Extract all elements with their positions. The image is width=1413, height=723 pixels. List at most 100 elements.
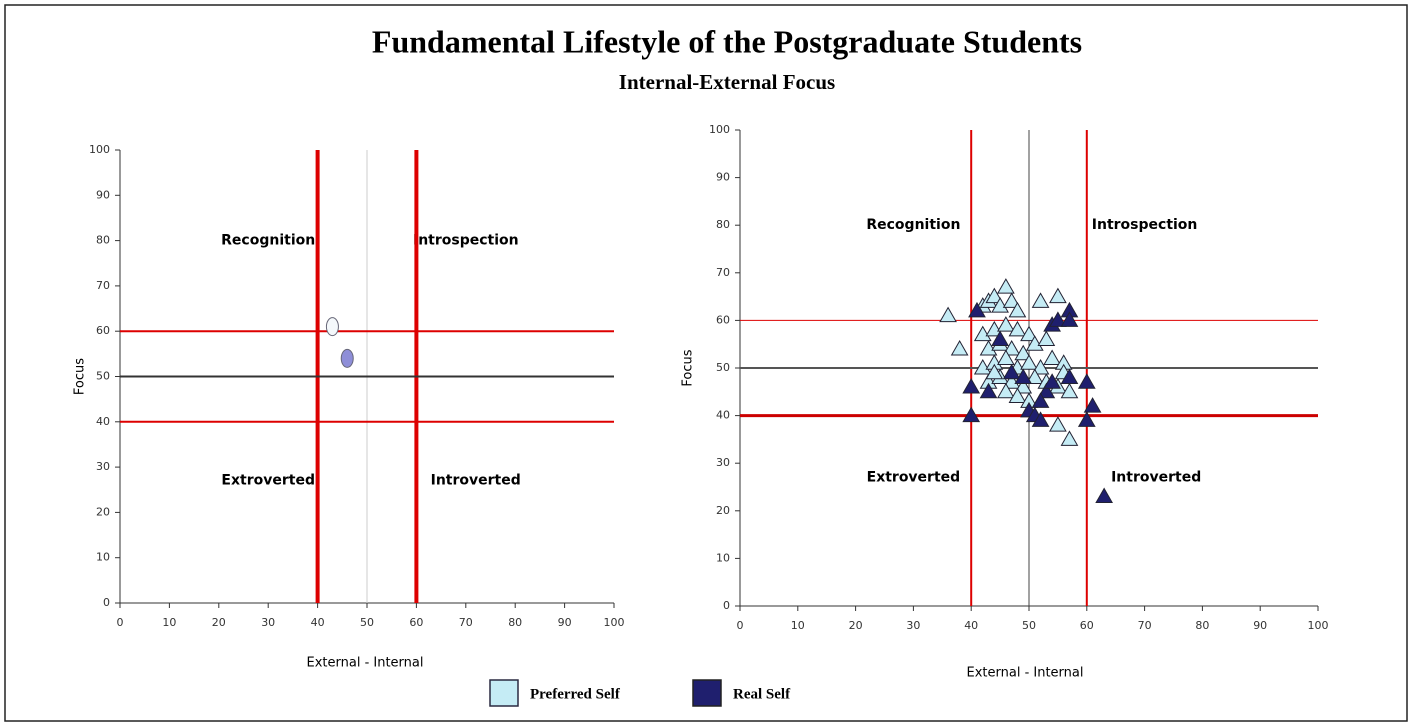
point [991, 297, 1009, 313]
point [1008, 301, 1027, 318]
subtitle: Internal-External Focus [619, 70, 835, 94]
point [997, 278, 1015, 294]
x-tick-label: 70 [1138, 619, 1152, 632]
point [997, 382, 1015, 399]
quadrant-label: Extroverted [221, 473, 315, 489]
legend-swatch [692, 679, 722, 707]
y-tick-label: 20 [716, 504, 730, 517]
quadrant-label: Extroverted [867, 469, 961, 485]
point [1002, 292, 1021, 308]
point [973, 358, 992, 375]
x-tick-label: 40 [311, 616, 325, 629]
y-tick-label: 10 [96, 551, 110, 564]
point [968, 301, 986, 318]
y-tick-label: 100 [89, 143, 110, 156]
x-tick-label: 10 [162, 616, 176, 629]
quadrant-label: Introspection [413, 233, 519, 249]
point [1060, 382, 1079, 399]
point [1008, 387, 1027, 404]
point [1031, 292, 1050, 308]
y-tick-label: 90 [96, 188, 110, 201]
x-tick-label: 40 [964, 619, 978, 632]
y-tick-label: 40 [716, 409, 730, 422]
y-tick-label: 70 [96, 279, 110, 292]
x-tick-label: 30 [261, 616, 275, 629]
point [1037, 382, 1056, 399]
point [1020, 354, 1038, 370]
point [1014, 368, 1033, 385]
point [997, 316, 1015, 332]
x-tick-label: 100 [604, 616, 625, 629]
point [1002, 363, 1021, 380]
y-tick-label: 30 [716, 456, 730, 469]
quadrant-label: Introverted [431, 473, 521, 489]
y-axis-label: Focus [73, 358, 88, 395]
point [962, 406, 981, 423]
legend-label: Preferred Self [530, 686, 621, 702]
point [979, 382, 998, 399]
quadrant-label: Recognition [866, 217, 960, 233]
point [1049, 416, 1067, 432]
point [1049, 287, 1067, 304]
quadrant-label: Recognition [221, 233, 315, 249]
point [985, 320, 1004, 337]
x-tick-label: 30 [906, 619, 920, 632]
x-tick-label: 70 [459, 616, 473, 629]
x-tick-label: 100 [1308, 619, 1329, 632]
point [1077, 411, 1096, 427]
point [1014, 378, 1033, 394]
y-tick-label: 50 [716, 361, 730, 374]
point [979, 339, 998, 356]
point [1060, 368, 1079, 385]
y-tick-label: 60 [96, 324, 110, 337]
y-axis-label: Focus [681, 349, 696, 386]
x-tick-label: 0 [737, 619, 744, 632]
point [991, 330, 1009, 346]
x-axis-label: External - Internal [307, 656, 424, 671]
point [1002, 373, 1021, 389]
point [1008, 320, 1027, 337]
legend-swatch [489, 679, 519, 707]
point [973, 325, 992, 342]
y-tick-label: 90 [716, 171, 730, 184]
x-tick-label: 10 [791, 619, 805, 632]
x-tick-label: 60 [409, 616, 423, 629]
frame [4, 4, 1408, 722]
point [950, 339, 969, 356]
point [340, 348, 354, 368]
quadrant-label: Introverted [1111, 469, 1201, 485]
point [985, 287, 1004, 304]
title: Fundamental Lifestyle of the Postgraduat… [372, 23, 1082, 59]
point [1031, 392, 1050, 408]
point [1077, 373, 1096, 389]
point [1060, 430, 1079, 446]
point [1031, 411, 1050, 427]
point [1043, 373, 1061, 389]
x-tick-label: 90 [1253, 619, 1267, 632]
y-tick-label: 80 [716, 218, 730, 231]
point [1020, 325, 1038, 342]
quadrant-label: Introspection [1092, 217, 1198, 233]
x-tick-label: 60 [1080, 619, 1094, 632]
y-tick-label: 70 [716, 266, 730, 279]
point [1083, 397, 1102, 413]
y-tick-label: 60 [716, 313, 730, 326]
point [1037, 330, 1056, 346]
point [1025, 368, 1044, 385]
y-tick-label: 40 [96, 415, 110, 428]
y-tick-label: 10 [716, 551, 730, 564]
x-tick-label: 50 [360, 616, 374, 629]
x-tick-label: 20 [212, 616, 226, 629]
point [962, 378, 981, 394]
y-tick-label: 20 [96, 505, 110, 518]
y-tick-label: 80 [96, 234, 110, 247]
y-tick-label: 100 [709, 123, 730, 136]
point [1043, 349, 1061, 365]
point [1031, 358, 1050, 375]
point [1025, 335, 1044, 351]
point [1049, 311, 1067, 327]
y-tick-label: 50 [96, 370, 110, 383]
point [325, 317, 339, 337]
y-tick-label: 30 [96, 460, 110, 473]
